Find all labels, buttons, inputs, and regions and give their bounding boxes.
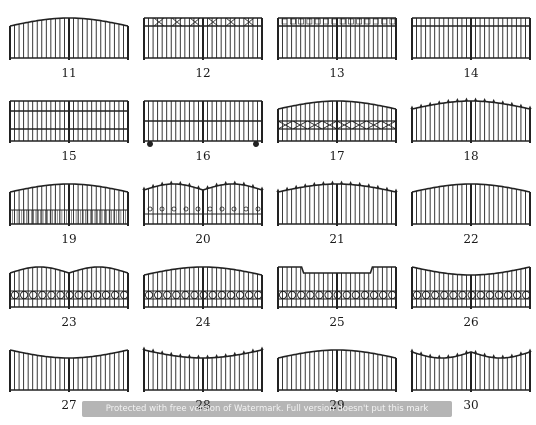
gate-drawing: [9, 17, 129, 60]
gate-14: 14: [404, 10, 536, 93]
gate-drawing: [411, 183, 531, 226]
gate-drawing: [277, 17, 397, 60]
gate-drawing: [410, 97, 532, 143]
gate-16: 16: [136, 93, 270, 176]
gate-number: 18: [463, 149, 479, 163]
gate-29: 29: [270, 342, 404, 425]
gate-number: 13: [329, 66, 345, 80]
gate-drawing: [142, 346, 264, 392]
gate-21: 21: [270, 176, 404, 259]
gate-28: 28: [136, 342, 270, 425]
gate-drawing: [143, 17, 263, 60]
gate-number: 14: [463, 66, 479, 80]
gate-23: 23: [2, 259, 136, 342]
gate-17: 17: [270, 93, 404, 176]
gate-number: 27: [61, 398, 77, 412]
gate-drawing: [9, 349, 129, 392]
gate-number: 28: [195, 398, 211, 412]
gate-number: 29: [329, 398, 345, 412]
gate-number: 16: [195, 149, 211, 163]
gate-drawing: [143, 266, 263, 309]
gate-20: 20: [136, 176, 270, 259]
gate-13: 13: [270, 10, 404, 93]
gate-number: 21: [329, 232, 345, 246]
gate-drawing: [143, 100, 263, 147]
gate-number: 20: [195, 232, 211, 246]
gate-number: 24: [195, 315, 211, 329]
gate-drawing: [9, 266, 129, 309]
gate-25: 25: [270, 259, 404, 342]
gate-24: 24: [136, 259, 270, 342]
gate-drawing: [411, 17, 531, 60]
gate-15: 15: [2, 93, 136, 176]
gate-drawing: [142, 180, 264, 226]
gate-drawing: [410, 348, 532, 392]
gate-number: 30: [463, 398, 479, 412]
watermark-banner: Protected with free version of Watermark…: [82, 401, 452, 417]
gate-drawing: [411, 266, 531, 309]
gate-number: 26: [463, 315, 479, 329]
gate-number: 11: [61, 66, 77, 80]
gate-number: 19: [61, 232, 77, 246]
gate-drawing: [277, 266, 397, 309]
gate-26: 26: [404, 259, 536, 342]
gate-12: 12: [136, 10, 270, 93]
gate-drawing: [276, 180, 398, 226]
gate-27: 27: [2, 342, 136, 425]
gate-drawing: [277, 100, 397, 143]
gate-11: 11: [2, 10, 136, 93]
gate-number: 17: [329, 149, 345, 163]
gate-19: 19: [2, 176, 136, 259]
gate-number: 23: [61, 315, 77, 329]
gate-18: 18: [404, 93, 536, 176]
gate-number: 22: [463, 232, 479, 246]
gate-number: 12: [195, 66, 211, 80]
gate-drawing: [9, 100, 129, 143]
gate-30: 30: [404, 342, 536, 425]
gate-drawing: [277, 349, 397, 392]
gate-number: 15: [61, 149, 77, 163]
gate-number: 25: [329, 315, 345, 329]
gate-drawing: [9, 183, 129, 226]
gate-22: 22: [404, 176, 536, 259]
